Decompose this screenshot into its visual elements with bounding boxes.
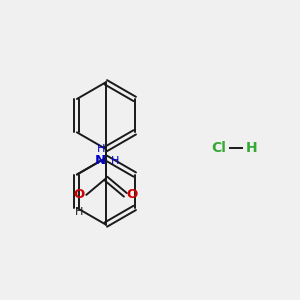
- Text: Cl: Cl: [211, 141, 226, 155]
- Text: O: O: [127, 188, 138, 201]
- Text: H: H: [245, 141, 257, 155]
- Text: H: H: [75, 207, 84, 217]
- Text: H: H: [97, 144, 105, 154]
- Text: N: N: [95, 154, 106, 167]
- Text: O: O: [74, 188, 85, 201]
- Text: H: H: [110, 156, 119, 166]
